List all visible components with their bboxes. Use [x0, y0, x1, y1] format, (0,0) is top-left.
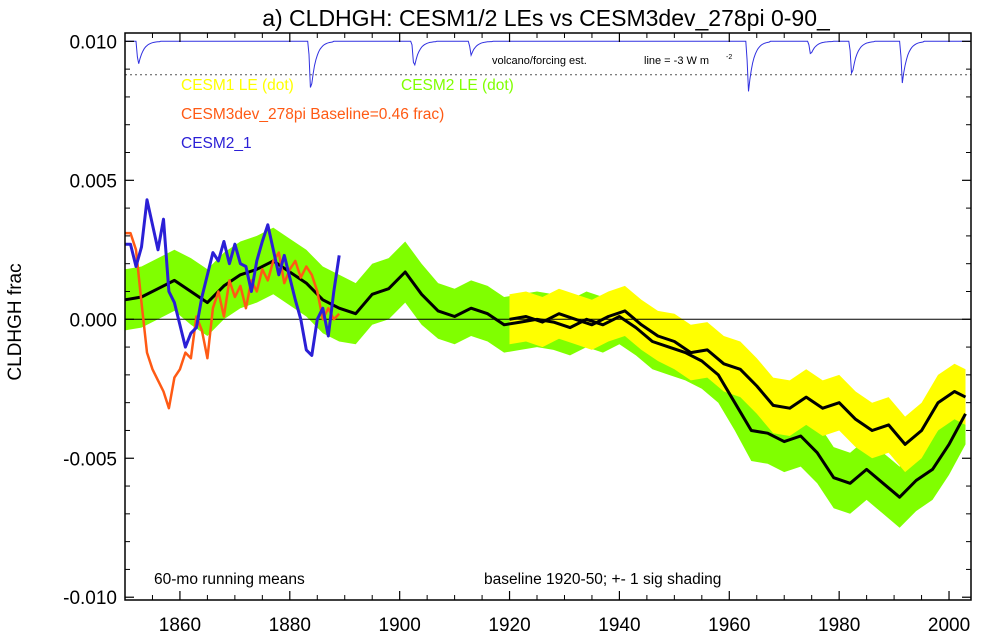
volcano-annotation: volcano/forcing est.	[492, 55, 587, 67]
cesm1-le-band	[509, 285, 966, 473]
legend-entry-cesm3dev: CESM3dev_278pi Baseline=0.46 frac)	[181, 106, 444, 123]
legend: CESM1 LE (dot) CESM2 LE (dot) CESM3dev_2…	[181, 77, 514, 152]
y-tick-label: 0.005	[69, 171, 117, 192]
x-tick-label: 1900	[379, 615, 421, 636]
x-tick-label: 1880	[269, 615, 311, 636]
x-tick-label: 2000	[928, 615, 970, 636]
legend-entry-cesm2-1: CESM2_1	[181, 135, 252, 152]
x-tick-label: 1980	[818, 615, 860, 636]
x-tick-label: 1960	[708, 615, 750, 636]
y-tick-label: -0.005	[63, 449, 117, 470]
line-note-annotation: line = -3 W m	[644, 55, 709, 67]
y-tick-label: 0.000	[69, 310, 117, 331]
chart-title: a) CLDHGH: CESM1/2 LEs vs CESM3dev_278pi…	[262, 5, 831, 31]
x-axis: 1860 1880 1900 1920 1940 1960 1980 2000	[124, 33, 970, 636]
x-tick-label: 1940	[598, 615, 640, 636]
y-tick-label: -0.010	[63, 588, 117, 609]
running-mean-annotation: 60-mo running means	[154, 571, 305, 588]
y-axis: 0.010 0.005 0.000 -0.005 -0.010	[63, 32, 971, 609]
line-note-superscript: -2	[726, 54, 732, 61]
plot-frame	[124, 32, 972, 601]
cesm1-le-mean-line	[509, 309, 967, 446]
cesm2-le-band	[125, 227, 966, 528]
x-tick-label: 1920	[488, 615, 530, 636]
y-axis-label: CLDHGH frac	[5, 263, 26, 380]
legend-entry-cesm2: CESM2 LE (dot)	[401, 77, 514, 94]
y-tick-label: 0.010	[69, 32, 117, 53]
volcano-forcing-line	[125, 40, 971, 92]
legend-entry-cesm1: CESM1 LE (dot)	[181, 77, 294, 94]
cesm3dev-line	[125, 231, 341, 410]
cesm2-1-line	[125, 198, 341, 357]
series-lines	[124, 198, 967, 499]
baseline-annotation: baseline 1920-50; +- 1 sig shading	[484, 571, 721, 588]
uncertainty-bands	[125, 227, 966, 528]
plot-area: 0.010 0.005 0.000 -0.005 -0.010 1860 1880 1900…	[63, 32, 972, 636]
x-tick-label: 1860	[159, 615, 201, 636]
